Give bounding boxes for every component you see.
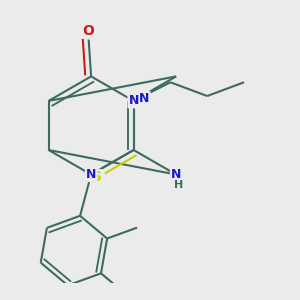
- Text: O: O: [83, 24, 94, 38]
- Text: H: H: [174, 180, 183, 190]
- Text: N: N: [86, 168, 96, 181]
- Text: N: N: [128, 94, 139, 107]
- Text: H: H: [129, 96, 138, 106]
- Text: N: N: [139, 92, 150, 105]
- Text: N: N: [171, 168, 181, 181]
- Text: S: S: [92, 170, 102, 184]
